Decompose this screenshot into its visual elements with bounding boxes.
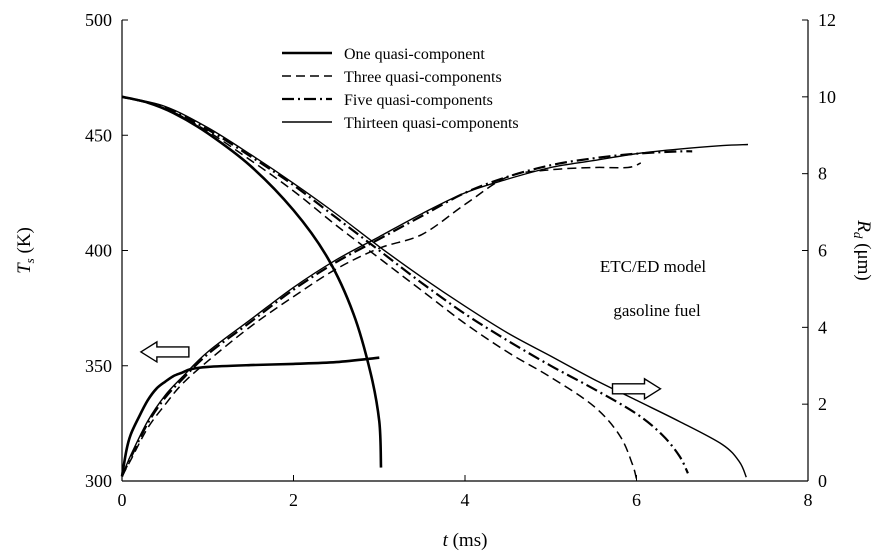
series-line-dashed-left (121, 162, 642, 477)
legend: One quasi-component Three quasi-component… (282, 46, 519, 132)
x-tick-label: 2 (289, 490, 298, 510)
axes: 0 2 4 6 8 300 350 400 450 500 0 2 4 6 8 10 12 t (ms) Ts (K… (14, 10, 874, 551)
series-line-solid-thick-left (120, 356, 380, 477)
annotation-text: gasoline fuel (613, 301, 701, 320)
series-line-solid-thin-left (121, 143, 749, 477)
y-right-tick-label: 6 (818, 241, 827, 261)
legend-label: Thirteen quasi-components (344, 115, 519, 132)
annotation-text: ETC/ED model (600, 257, 707, 276)
legend-label: One quasi-component (344, 46, 485, 63)
x-tick-label: 4 (461, 490, 470, 510)
legend-label: Three quasi-components (344, 69, 502, 86)
x-tick-label: 8 (804, 490, 813, 510)
series-line-dashdot-left (120, 150, 693, 477)
arrow-right-icon (611, 377, 662, 401)
series-line-dashed-right (121, 96, 638, 480)
y-right-tick-label: 2 (818, 394, 827, 414)
arrow-left-icon (139, 340, 190, 364)
x-tick-label: 6 (632, 490, 641, 510)
y-left-tick-label: 450 (85, 125, 112, 145)
legend-label: Five quasi-components (344, 92, 493, 109)
series-line-solid-thick-right (121, 95, 383, 468)
y-left-axis-title: Ts (K) (14, 227, 37, 274)
y-right-tick-label: 8 (818, 164, 827, 184)
y-right-tick-label: 12 (818, 10, 836, 30)
y-right-tick-label: 10 (818, 87, 836, 107)
y-right-tick-label: 0 (818, 471, 827, 491)
y-left-tick-label: 300 (85, 471, 112, 491)
y-right-axis-title: Rd (μm) (851, 219, 874, 280)
y-left-tick-label: 350 (85, 356, 112, 376)
y-right-tick-label: 4 (818, 317, 827, 337)
series-line-solid-thin-right (121, 96, 747, 478)
plot-area (120, 95, 749, 480)
annotations: ETC/ED model gasoline fuel (139, 257, 707, 401)
series-line-dashdot-right (121, 95, 689, 474)
y-left-tick-label: 400 (85, 241, 112, 261)
x-tick-label: 0 (118, 490, 127, 510)
y-left-tick-label: 500 (85, 10, 112, 30)
x-axis-title: t (ms) (443, 530, 488, 551)
